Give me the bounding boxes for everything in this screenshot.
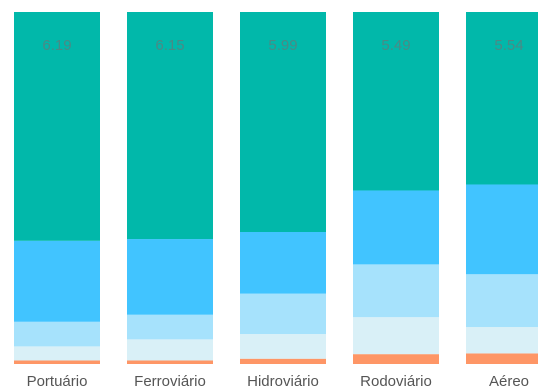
bar-segment-4-3: [240, 232, 326, 294]
bar-segment-2-5: [466, 327, 538, 354]
bar-segment-5-1: [14, 12, 100, 241]
bar-segment-1-4: [353, 354, 439, 364]
data-label-1: 6.19: [42, 37, 71, 54]
category-label-3: Hidroviário: [247, 373, 319, 390]
category-label-2: Ferroviário: [134, 373, 206, 390]
bar-segment-3-3: [240, 293, 326, 335]
category-label-4: Rodoviário: [360, 373, 432, 390]
bar-segment-5-4: [353, 12, 439, 191]
bar-segment-2-2: [127, 339, 213, 361]
data-label-5: 5.54: [494, 37, 523, 54]
bar-segment-4-1: [14, 240, 100, 322]
bar-segment-1-1: [14, 360, 100, 364]
category-label-1: Portuário: [27, 373, 88, 390]
bar-segment-4-2: [127, 239, 213, 315]
category-label-5: Aéreo: [489, 373, 529, 390]
bar-segment-1-3: [240, 358, 326, 364]
bar-segment-4-5: [466, 184, 538, 275]
bar-segment-5-3: [240, 12, 326, 232]
data-label-2: 6.15: [155, 37, 184, 54]
bar-segment-1-5: [466, 353, 538, 364]
bars-layer: [14, 12, 538, 364]
bar-segment-4-4: [353, 190, 439, 265]
category-labels-layer: Portuário Ferroviário Hidroviário Rodoviári…: [27, 373, 529, 390]
data-label-4: 5.49: [381, 37, 410, 54]
bar-segment-3-2: [127, 314, 213, 340]
bar-segment-3-5: [466, 274, 538, 328]
value-labels-layer: 6.19 6.15 5.99 5.49 5.54: [42, 37, 523, 54]
bar-segment-2-3: [240, 334, 326, 359]
bar-segment-1-2: [127, 360, 213, 364]
bar-segment-3-4: [353, 264, 439, 318]
bar-segment-2-4: [353, 317, 439, 355]
bar-segment-5-2: [127, 12, 213, 240]
bar-segment-2-1: [14, 346, 100, 361]
bar-segment-3-1: [14, 321, 100, 347]
data-label-3: 5.99: [268, 37, 297, 54]
bar-segment-5-5: [466, 12, 538, 185]
